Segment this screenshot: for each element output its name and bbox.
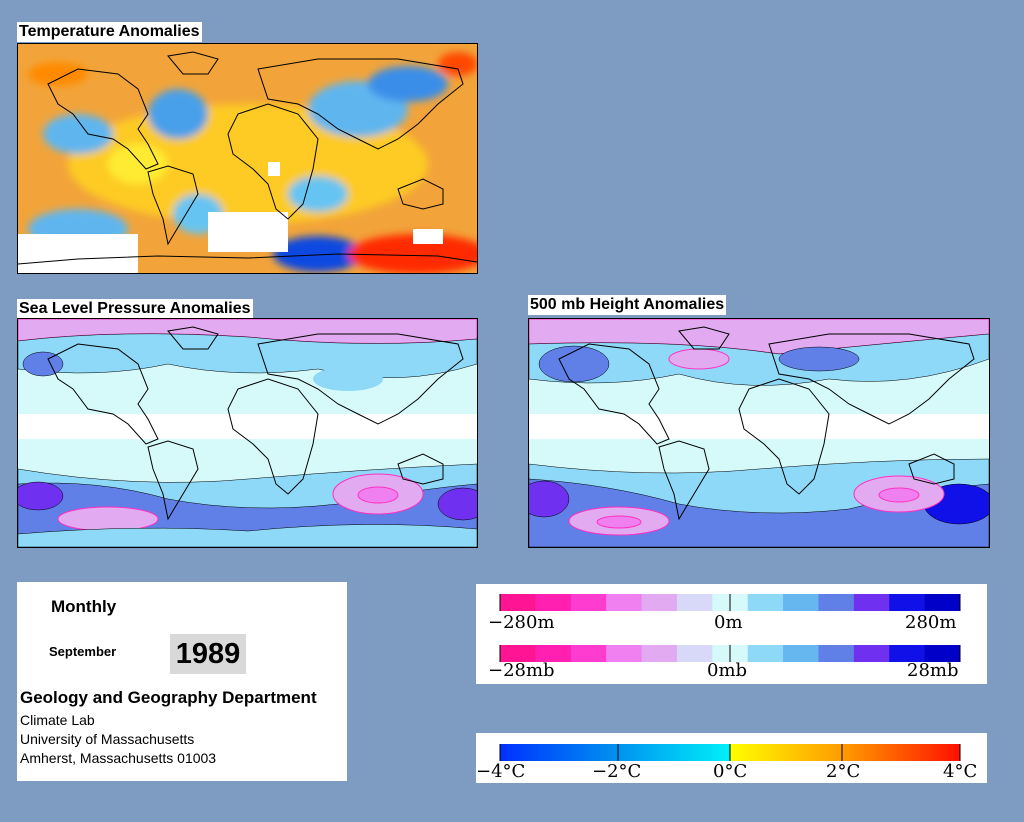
slp-map-graphic	[18, 319, 477, 547]
500mb-height-anomaly-map	[528, 318, 990, 548]
scale-swatch-1-4	[641, 594, 678, 611]
university-label: University of Massachusetts	[20, 731, 195, 747]
scale-swatch-1-9	[818, 594, 855, 611]
scale-swatch-1-12	[924, 594, 961, 611]
pressure-scale-min: −28mb	[488, 660, 555, 681]
scale-swatch-1-7	[747, 594, 784, 611]
scale-swatch-2-5	[676, 645, 713, 662]
year-label: 1989	[170, 634, 246, 674]
scale-swatch-2-11	[889, 645, 926, 662]
height-scale-mid: 0m	[714, 612, 743, 633]
lab-label: Climate Lab	[20, 712, 95, 728]
temperature-anomaly-map	[17, 43, 478, 274]
scale-swatch-2-4	[641, 645, 678, 662]
scale-swatch-1-5	[676, 594, 713, 611]
scale-swatch-2-1	[535, 645, 572, 662]
scale-swatch-1-0	[500, 594, 536, 611]
scale-swatch-2-10	[853, 645, 890, 662]
address-label: Amherst, Massachusetts 01003	[20, 750, 217, 766]
scale-swatch-2-0	[500, 645, 536, 662]
scale-swatch-1-11	[889, 594, 926, 611]
pressure-scale-max: 28mb	[907, 660, 959, 681]
temperature-legend: −4°C −2°C 0°C 2°C 4°C	[476, 733, 987, 783]
temperature-panel-title: Temperature Anomalies	[17, 22, 202, 42]
scale-swatch-2-2	[570, 645, 607, 662]
scale-swatch-2-8	[783, 645, 819, 662]
height-scale-max: 280m	[905, 612, 957, 633]
anomaly-color-scale	[499, 594, 961, 662]
temp-scale-l3: 0°C	[713, 761, 748, 782]
sea-level-pressure-anomaly-map	[17, 318, 478, 548]
temp-scale-l2: −2°C	[592, 761, 642, 782]
height-map-graphic	[529, 319, 989, 547]
height-panel-title: 500 mb Height Anomalies	[528, 295, 727, 315]
height-pressure-legend: −280m 0m 280m −28mb 0mb 28mb	[476, 584, 987, 684]
info-box: Monthly September 1989 Geology and Geogr…	[17, 582, 347, 781]
scale-swatch-1-3	[606, 594, 643, 611]
scale-swatch-1-8	[783, 594, 819, 611]
scale-swatch-1-2	[570, 594, 607, 611]
scale-swatch-2-3	[606, 645, 643, 662]
temperature-color-scale	[499, 744, 961, 761]
month-label: September	[49, 644, 117, 659]
pressure-scale-mid: 0mb	[707, 660, 748, 681]
temp-scale-l5: 4°C	[943, 761, 978, 782]
scale-swatch-2-9	[818, 645, 855, 662]
scale-swatch-2-7	[747, 645, 784, 662]
height-scale-min: −280m	[488, 612, 555, 633]
scale-swatch-1-1	[535, 594, 572, 611]
scale-swatch-1-10	[853, 594, 890, 611]
period-label: Monthly	[51, 597, 117, 616]
temp-scale-l1: −4°C	[476, 761, 526, 782]
temperature-map-graphic	[18, 44, 477, 273]
temp-scale-l4: 2°C	[826, 761, 861, 782]
department-label: Geology and Geography Department	[20, 688, 317, 707]
scale-swatch-2-12	[924, 645, 961, 662]
slp-panel-title: Sea Level Pressure Anomalies	[17, 299, 253, 319]
